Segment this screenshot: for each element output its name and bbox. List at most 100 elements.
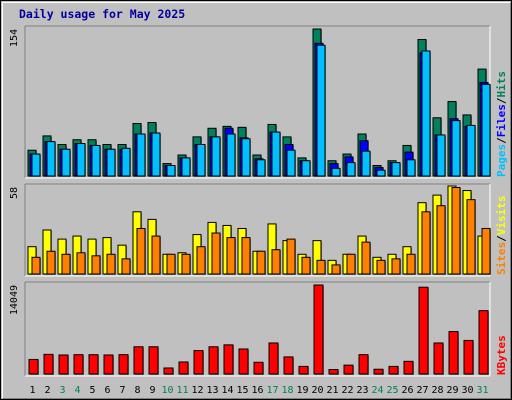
bar-sites-day-9 [151,235,161,275]
bar-kbytes-day-1 [28,358,39,375]
bar-sites-day-1 [31,256,41,275]
bar-pages-day-18 [286,149,296,177]
day-label-7: 7 [119,385,125,396]
bar-sites-day-5 [91,255,101,275]
day-label-18: 18 [281,385,293,396]
bar-pages-day-17 [271,131,281,177]
bar-pages-day-3 [61,148,71,177]
bar-sites-day-14 [226,237,236,275]
bar-pages-day-23 [361,150,371,177]
bar-sites-day-4 [76,252,86,275]
bar-kbytes-day-8 [133,346,144,375]
bar-kbytes-day-16 [253,361,264,375]
bar-kbytes-day-9 [148,346,159,375]
bar-sites-day-7 [121,258,131,275]
chart-title: Daily usage for May 2025 [19,7,186,21]
bar-pages-day-19 [301,160,311,177]
bar-pages-day-7 [121,147,131,177]
bar-sites-day-29 [451,187,461,275]
tick-labels: 154 58 14049 [9,29,20,315]
bar-sites-day-20 [316,259,326,275]
day-label-11: 11 [176,385,188,396]
day-label-29: 29 [446,385,458,396]
bar-kbytes-day-24 [373,368,384,375]
bar-kbytes-day-11 [178,361,189,375]
day-label-20: 20 [311,385,323,396]
legend-middle: Sites/Visits [495,196,508,276]
legend-separator: / [495,97,508,104]
bar-pages-day-10 [166,165,176,177]
bar-kbytes-day-17 [268,342,279,375]
day-label-19: 19 [296,385,308,396]
day-label-30: 30 [461,385,473,396]
bar-sites-day-2 [46,250,56,275]
bar-pages-day-5 [91,144,101,177]
bar-pages-day-13 [211,136,221,177]
bar-kbytes-day-10 [163,367,174,375]
bar-sites-day-18 [286,238,296,275]
bar-pages-day-26 [406,159,416,177]
day-labels: 1 2 3 4 5 6 7 8 9 10 11 12 13 14 15 16 17 18 19 20 21 22 23 24 2… [29,385,488,396]
bar-kbytes-day-31 [478,310,489,375]
bar-pages-day-31 [481,83,491,177]
bar-kbytes-day-23 [358,354,369,375]
day-label-31: 31 [476,385,488,396]
bar-kbytes-day-15 [238,348,249,375]
bar-kbytes-day-18 [283,356,294,375]
legend-item-kbytes: KBytes [495,335,508,375]
bar-sites-day-21 [331,264,341,275]
bar-kbytes-day-20 [313,284,324,375]
max-tick-label-top: 154 [9,29,20,47]
bar-pages-day-2 [46,141,56,177]
bar-kbytes-day-28 [433,342,444,375]
bar-kbytes-day-12 [193,350,204,375]
bar-pages-day-25 [391,162,401,177]
bar-pages-day-1 [31,153,41,177]
bar-pages-day-11 [181,157,191,177]
bar-kbytes-day-30 [463,339,474,375]
bar-sites-day-3 [61,253,71,275]
legend-item-sites: Sites [495,242,508,275]
day-label-23: 23 [356,385,368,396]
bar-kbytes-day-19 [298,365,309,375]
bar-sites-day-17 [271,249,281,275]
day-label-1: 1 [29,385,35,396]
bar-pages-day-15 [241,138,251,177]
day-label-13: 13 [206,385,218,396]
bar-kbytes-day-29 [448,331,459,375]
bar-pages-day-30 [466,124,476,177]
day-label-6: 6 [104,385,110,396]
bar-sites-day-27 [421,211,431,275]
bar-kbytes-day-4 [73,354,84,375]
bar-sites-day-23 [361,241,371,275]
bar-sites-day-11 [181,253,191,275]
legend-bottom: KBytes [495,335,508,375]
bar-pages-day-12 [196,144,206,177]
day-label-27: 27 [416,385,428,396]
bar-sites-day-26 [406,253,416,275]
bar-kbytes-day-5 [88,354,99,375]
day-label-10: 10 [161,385,173,396]
max-tick-label-bottom: 14049 [9,285,20,315]
bar-sites-day-31 [481,227,491,275]
bar-sites-day-12 [196,246,206,275]
day-label-21: 21 [326,385,338,396]
bar-pages-day-20 [316,44,326,177]
bar-pages-day-21 [331,167,341,177]
bar-sites-day-24 [376,259,386,275]
bar-kbytes-day-22 [343,364,354,375]
bar-pages-day-22 [346,162,356,177]
bar-sites-day-8 [136,227,146,275]
legend-separator: / [495,235,508,242]
day-label-3: 3 [59,385,65,396]
day-label-4: 4 [74,385,80,396]
day-label-14: 14 [221,385,233,396]
day-label-17: 17 [266,385,278,396]
bar-kbytes-day-7 [118,354,129,375]
legend-item-files: Files [495,104,508,137]
legend-top: Pages/Files/Hits [495,71,508,177]
day-label-9: 9 [149,385,155,396]
bar-kbytes-day-13 [208,346,219,375]
bar-sites-day-15 [241,237,251,275]
legend-item-pages: Pages [495,144,508,177]
